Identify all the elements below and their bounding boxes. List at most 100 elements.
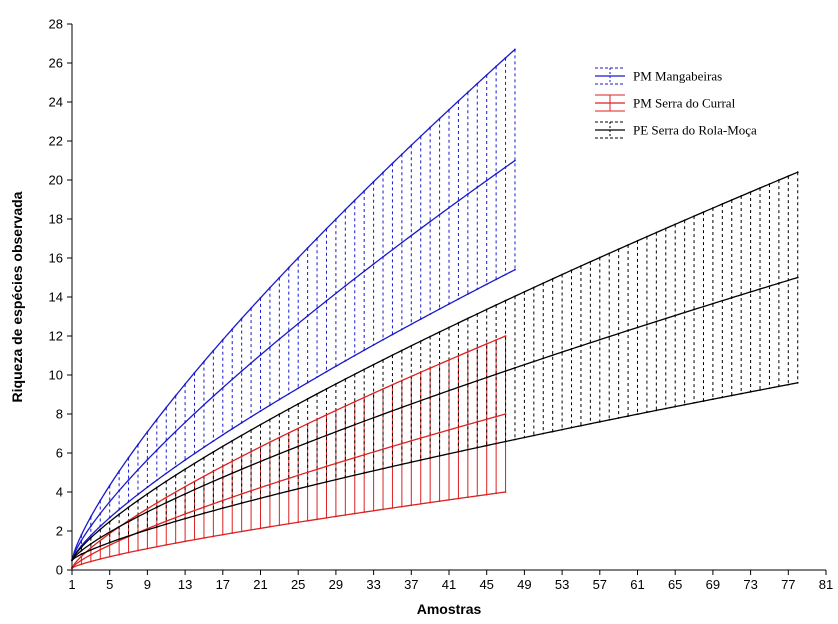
point-lower-pe-serra-do-rola-mo-a-25 [297,487,300,490]
point-upper-pe-serra-do-rola-mo-a-25 [297,403,300,405]
x-tick-label-9: 9 [144,577,151,592]
point-upper-pm-serra-do-curral-40 [438,363,441,365]
point-upper-pm-serra-do-curral-14 [193,480,196,483]
point-upper-pm-mangabeiras-42 [457,100,460,102]
point-upper-pe-serra-do-rola-mo-a-66 [683,219,686,222]
point-mean-pm-mangabeiras-5 [108,500,111,503]
point-upper-pm-mangabeiras-39 [429,126,432,129]
point-mean-pe-serra-do-rola-mo-a-41 [448,389,450,392]
point-upper-pm-mangabeiras-22 [269,286,271,289]
point-upper-pm-mangabeiras-17 [221,338,224,341]
point-mean-pm-mangabeiras-26 [306,315,309,317]
point-mean-pe-serra-do-rola-mo-a-49 [523,363,526,366]
point-lower-pm-serra-do-curral-14 [193,538,196,541]
point-upper-pe-serra-do-rola-mo-a-37 [410,344,413,347]
point-lower-pe-serra-do-rola-mo-a-44 [476,446,479,449]
point-lower-pm-mangabeiras-38 [419,318,422,321]
point-lower-pe-serra-do-rola-mo-a-22 [269,494,271,497]
point-lower-pm-mangabeiras-15 [203,446,205,449]
point-lower-pm-mangabeiras-22 [269,404,271,407]
point-lower-pe-serra-do-rola-mo-a-71 [730,394,733,397]
point-lower-pe-serra-do-rola-mo-a-34 [382,467,384,470]
point-upper-pm-mangabeiras-32 [363,190,366,192]
point-lower-pe-serra-do-rola-mo-a-35 [391,465,394,468]
point-upper-pm-serra-do-curral-12 [174,491,177,493]
point-lower-pm-mangabeiras-24 [287,392,290,395]
point-mean-pe-serra-do-rola-mo-a-74 [759,288,761,290]
point-lower-pm-mangabeiras-28 [325,370,328,373]
y-tick-label-12: 12 [49,329,63,344]
point-upper-pe-serra-do-rola-mo-a-48 [514,295,516,298]
point-upper-pm-serra-do-curral-24 [287,432,290,434]
point-upper-pe-serra-do-rola-mo-a-40 [438,331,441,333]
point-lower-pm-mangabeiras-26 [306,381,309,384]
point-lower-pe-serra-do-rola-mo-a-73 [749,390,752,393]
point-lower-pe-serra-do-rola-mo-a-69 [712,398,714,401]
point-mean-pm-mangabeiras-15 [203,403,205,406]
point-lower-pe-serra-do-rola-mo-a-76 [777,385,780,388]
point-lower-pm-serra-do-curral-32 [363,511,366,514]
point-mean-pe-serra-do-rola-mo-a-64 [664,317,667,320]
point-lower-pe-serra-do-rola-mo-a-37 [410,461,413,464]
point-mean-pe-serra-do-rola-mo-a-70 [721,299,724,302]
point-upper-pm-mangabeiras-46 [495,65,498,68]
point-mean-pe-serra-do-rola-mo-a-75 [768,285,771,288]
point-mean-pm-serra-do-curral-16 [212,502,215,505]
legend-label-pm-mangabeiras: PM Mangabeiras [633,69,722,84]
point-upper-pe-serra-do-rola-mo-a-70 [721,203,724,205]
point-lower-pm-mangabeiras-35 [391,333,394,336]
point-mean-pe-serra-do-rola-mo-a-33 [372,416,375,419]
point-upper-pm-serra-do-curral-33 [372,392,375,395]
x-tick-label-49: 49 [517,577,531,592]
point-upper-pe-serra-do-rola-mo-a-5 [108,520,111,523]
point-upper-pm-mangabeiras-23 [278,276,281,279]
point-mean-pm-mangabeiras-42 [457,199,460,202]
point-lower-pe-serra-do-rola-mo-a-62 [646,411,648,414]
point-mean-pe-serra-do-rola-mo-a-72 [740,293,743,296]
point-upper-pe-serra-do-rola-mo-a-35 [391,354,394,357]
point-mean-pm-mangabeiras-38 [419,227,422,230]
y-tick-label-4: 4 [56,485,63,500]
legend-item-pm-mangabeiras: PM Mangabeiras [595,67,722,85]
point-lower-pe-serra-do-rola-mo-a-78 [796,381,799,384]
point-lower-pe-serra-do-rola-mo-a-43 [466,448,469,451]
point-lower-pe-serra-do-rola-mo-a-31 [353,474,356,477]
point-mean-pm-mangabeiras-48 [514,159,516,162]
point-upper-pe-serra-do-rola-mo-a-55 [580,265,582,267]
curve-lower-pe-serra-do-rola-mo-a [71,382,798,561]
point-mean-pe-serra-do-rola-mo-a-62 [646,323,648,326]
point-lower-pe-serra-do-rola-mo-a-10 [155,526,158,528]
point-upper-pm-serra-do-curral-19 [240,455,243,458]
point-lower-pe-serra-do-rola-mo-a-20 [250,499,252,502]
point-lower-pe-serra-do-rola-mo-a-24 [287,490,290,493]
point-lower-pm-mangabeiras-48 [514,268,516,271]
point-mean-pm-serra-do-curral-3 [89,553,92,556]
point-lower-pm-serra-do-curral-16 [212,535,215,538]
series-curves [71,48,799,569]
y-tick-label-6: 6 [56,446,63,461]
point-lower-pe-serra-do-rola-mo-a-74 [759,389,761,391]
point-mean-pm-mangabeiras-36 [400,241,403,244]
point-mean-pm-mangabeiras-22 [269,346,271,348]
point-upper-pm-mangabeiras-6 [118,470,121,473]
point-lower-pe-serra-do-rola-mo-a-61 [636,413,639,416]
point-mean-pm-serra-do-curral-46 [495,415,498,418]
point-lower-pe-serra-do-rola-mo-a-4 [99,545,102,548]
point-lower-pm-serra-do-curral-6 [118,553,121,556]
point-mean-pm-serra-do-curral-17 [221,499,224,502]
point-lower-pe-serra-do-rola-mo-a-51 [542,432,545,435]
point-lower-pe-serra-do-rola-mo-a-26 [306,485,309,488]
point-lower-pm-serra-do-curral-7 [127,551,130,554]
point-upper-pm-mangabeiras-38 [419,135,422,138]
point-mean-pm-mangabeiras-17 [221,386,224,389]
point-mean-pm-mangabeiras-21 [259,354,262,356]
x-tick-label-65: 65 [668,577,682,592]
point-mean-pm-serra-do-curral-43 [466,423,469,426]
curve-mean-pm-mangabeiras [71,159,516,561]
point-upper-pe-serra-do-rola-mo-a-23 [278,413,281,416]
point-mean-pe-serra-do-rola-mo-a-4 [99,536,102,539]
point-upper-pm-mangabeiras-11 [165,406,168,409]
legend-item-pm-serra-do-curral: PM Serra do Curral [595,94,736,112]
point-mean-pe-serra-do-rola-mo-a-52 [551,354,554,357]
point-lower-pm-serra-do-curral-43 [466,496,469,499]
